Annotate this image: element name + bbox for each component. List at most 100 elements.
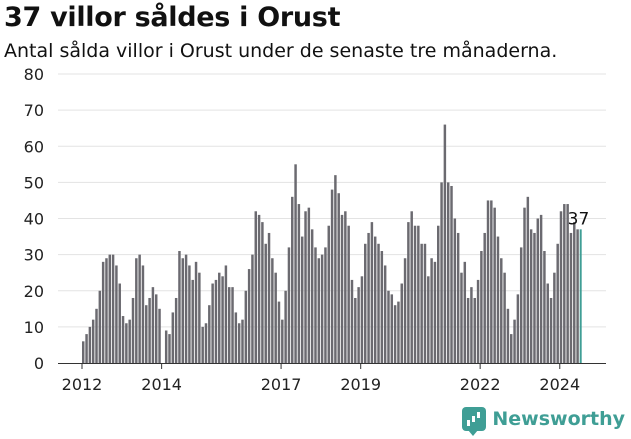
y-tick-label: 60: [24, 137, 44, 156]
latest-value-label: 37: [568, 209, 590, 229]
bar: [519, 247, 523, 363]
bar: [291, 196, 294, 363]
bar: [466, 297, 470, 363]
bar: [437, 225, 440, 363]
brand-name: Newsworthy: [492, 408, 625, 430]
bar: [407, 222, 410, 363]
bar: [164, 330, 168, 363]
bar: [344, 211, 347, 363]
y-axis-ticks: 0 10 20 30 40 50 60 70 80: [24, 65, 44, 373]
bar: [211, 283, 214, 363]
bar: [307, 207, 311, 363]
bar: [131, 297, 135, 363]
bar: [221, 276, 224, 363]
bar: [546, 283, 549, 363]
bar: [350, 279, 354, 363]
bar: [224, 265, 228, 363]
bar: [354, 297, 357, 363]
bar: [337, 193, 340, 363]
x-tick-label: 2017: [261, 375, 302, 394]
bar: [181, 258, 185, 363]
bar: [433, 261, 437, 363]
bar: [420, 243, 423, 363]
bar: [340, 214, 344, 363]
bar: [234, 312, 238, 363]
bar: [284, 290, 287, 363]
bar: [456, 232, 460, 363]
y-tick-label: 10: [24, 318, 44, 337]
bar: [440, 182, 443, 364]
bar: [115, 265, 118, 363]
bar: [257, 214, 261, 363]
bar: [539, 214, 543, 363]
bar: [403, 258, 407, 363]
bar: [277, 301, 281, 363]
bar: [364, 243, 367, 363]
y-tick-label: 30: [24, 246, 44, 265]
bar: [380, 251, 384, 363]
bar: [556, 243, 559, 363]
bar: [111, 254, 115, 364]
newsworthy-logo-icon: [462, 407, 487, 436]
bar: [287, 247, 291, 363]
bar: [480, 251, 483, 363]
bar: [516, 294, 520, 363]
bar: [184, 254, 188, 364]
annotations: 37: [568, 209, 590, 229]
bar: [294, 164, 297, 363]
bar: [446, 182, 450, 364]
bar: [297, 204, 301, 363]
bar: [347, 225, 350, 363]
chart-subtitle: Antal sålda villor i Orust under de sena…: [4, 40, 558, 62]
bar-latest: [579, 229, 582, 363]
bar: [317, 258, 321, 363]
x-axis: 2012 2014 2017 2019 2022 2024: [58, 363, 606, 394]
bar: [513, 319, 516, 363]
bar: [264, 243, 267, 363]
y-tick-label: 70: [24, 101, 44, 120]
bar: [470, 287, 473, 363]
bar: [536, 218, 540, 363]
bar: [237, 323, 241, 363]
bar: [373, 236, 377, 363]
bar: [304, 211, 307, 363]
bar: [194, 261, 198, 363]
bar: [168, 334, 171, 363]
bar: [251, 254, 254, 364]
bar: [218, 272, 221, 363]
bar: [360, 276, 364, 363]
bar: [244, 290, 248, 363]
bar: [367, 232, 370, 363]
bar: [523, 207, 526, 363]
bar: [85, 334, 88, 363]
bar: [310, 229, 314, 363]
bar: [490, 200, 493, 363]
bar: [423, 243, 427, 363]
bar: [320, 254, 324, 364]
x-tick-label: 2022: [460, 375, 501, 394]
bar: [410, 211, 413, 363]
x-tick-label: 2012: [62, 375, 103, 394]
bar: [105, 258, 108, 363]
bar: [529, 229, 533, 363]
bar: [393, 305, 397, 363]
y-tick-label: 50: [24, 173, 44, 192]
bar: [493, 207, 496, 363]
bar: [334, 175, 337, 363]
bar: [506, 308, 510, 363]
bar: [496, 236, 500, 363]
bar: [254, 211, 257, 363]
bar: [573, 222, 576, 363]
bar: [300, 236, 304, 363]
bar: [188, 265, 191, 363]
newsworthy-brand: Newsworthy: [462, 407, 625, 436]
bar: [397, 301, 400, 363]
bar: [417, 225, 420, 363]
bar: [178, 251, 181, 363]
bar: [324, 247, 327, 363]
y-tick-label: 20: [24, 282, 44, 301]
bar: [82, 341, 85, 363]
bar: [510, 334, 513, 363]
bar: [95, 308, 98, 363]
